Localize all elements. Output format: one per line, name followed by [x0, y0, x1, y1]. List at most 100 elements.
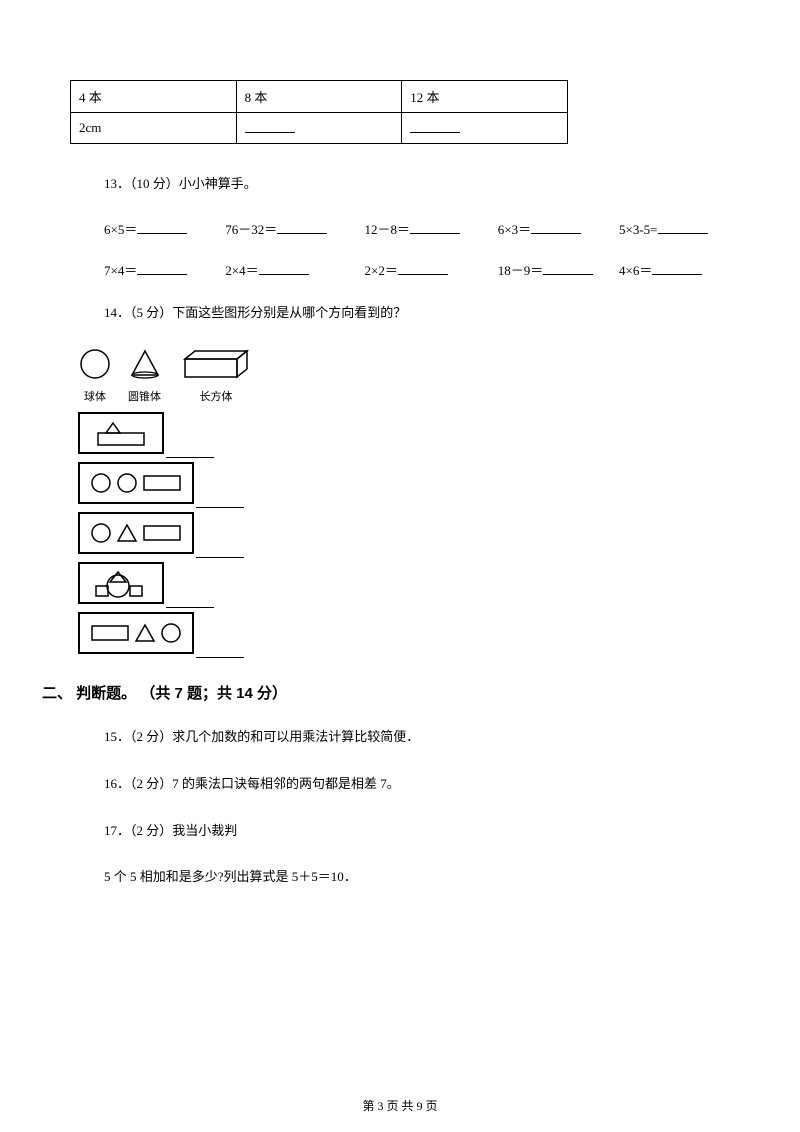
calc-item: 6×3＝ [498, 219, 616, 238]
view-option-5 [78, 612, 730, 654]
data-table: 4 本 8 本 12 本 2cm [70, 80, 568, 144]
cuboid-unit: 长方体 [177, 347, 255, 404]
blank-line [531, 222, 581, 234]
blank-line [259, 263, 309, 275]
table-cell: 2cm [71, 113, 237, 144]
triangle-icon [116, 522, 138, 544]
calc-expr: 6×5＝ [104, 222, 137, 237]
q-num: 13． [104, 176, 130, 191]
calc-expr: 5×3-5= [619, 222, 658, 237]
blank-line [137, 222, 187, 234]
blank-line [196, 546, 244, 558]
solids-row: 球体 圆锥体 长方体 [78, 347, 730, 404]
calc-item: 76－32＝ [225, 219, 361, 238]
calc-expr: 76－32＝ [225, 222, 277, 237]
view-box [78, 412, 164, 454]
calc-item: 5×3-5= [619, 222, 708, 238]
question-14-title: 14．（5 分）下面这些图形分别是从哪个方向看到的？ [104, 301, 730, 326]
blank-line [398, 263, 448, 275]
calc-expr: 18－9＝ [498, 263, 544, 278]
q-title: 小小神算手。 [179, 176, 257, 191]
blank-line [658, 222, 708, 234]
blank-line [543, 263, 593, 275]
q-pts: （5 分） [130, 305, 172, 320]
view-box [78, 612, 194, 654]
overlap-shapes-icon [90, 568, 152, 598]
rect-icon [142, 522, 182, 544]
question-16: 16．（2 分）7 的乘法口诀每相邻的两句都是相差 7。 [104, 772, 730, 797]
q-text: 7 的乘法口诀每相邻的两句都是相差 7。 [172, 776, 400, 791]
view-box [78, 562, 164, 604]
calc-expr: 7×4＝ [104, 263, 137, 278]
q-num: 16． [104, 776, 130, 791]
q-pts: （10 分） [130, 176, 179, 191]
calc-expr: 2×2＝ [365, 263, 398, 278]
table-cell: 12 本 [402, 81, 568, 113]
q-pts: （2 分） [130, 776, 172, 791]
table-cell: 4 本 [71, 81, 237, 113]
blank-line [166, 446, 214, 458]
calc-item: 18－9＝ [498, 260, 616, 279]
calc-item: 12－8＝ [365, 219, 495, 238]
rect-icon [142, 472, 182, 494]
question-13-title: 13．（10 分）小小神算手。 [104, 172, 730, 197]
cone-unit: 圆锥体 [128, 347, 162, 404]
circle-icon [116, 472, 138, 494]
table-row: 2cm [71, 113, 568, 144]
sphere-unit: 球体 [78, 347, 112, 404]
calc-expr: 2×4＝ [225, 263, 258, 278]
q-pts: （2 分） [130, 729, 172, 744]
calc-item: 7×4＝ [104, 260, 222, 279]
calc-item: 4×6＝ [619, 260, 702, 279]
triangle-icon [134, 622, 156, 644]
cuboid-icon [177, 347, 255, 381]
calc-expr: 12－8＝ [365, 222, 411, 237]
calc-expr: 6×3＝ [498, 222, 531, 237]
blank-line [410, 222, 460, 234]
calc-expr: 4×6＝ [619, 263, 652, 278]
blank-line [410, 119, 460, 133]
q-num: 15． [104, 729, 130, 744]
page-footer: 第 3 页 共 9 页 [0, 1097, 800, 1114]
view-box [78, 512, 194, 554]
cuboid-label: 长方体 [177, 388, 255, 404]
blank-line [277, 222, 327, 234]
calc-item: 2×4＝ [225, 260, 361, 279]
q-title: 下面这些图形分别是从哪个方向看到的？ [172, 305, 406, 320]
question-15: 15．（2 分）求几个加数的和可以用乘法计算比较简便． [104, 725, 730, 750]
table-cell [236, 113, 402, 144]
blank-line [652, 263, 702, 275]
calc-row-1: 6×5＝ 76－32＝ 12－8＝ 6×3＝ 5×3-5= [104, 219, 730, 238]
section-2-heading: 二、 判断题。 （共 7 题；共 14 分） [42, 682, 730, 703]
cone-label: 圆锥体 [128, 388, 162, 404]
blank-line [166, 596, 214, 608]
rect-icon [90, 622, 130, 644]
view-box [78, 462, 194, 504]
q-num: 14． [104, 305, 130, 320]
blank-line [196, 646, 244, 658]
q-text: 我当小裁判 [172, 823, 237, 838]
circle-icon [160, 622, 182, 644]
view-option-4 [78, 562, 730, 604]
view-option-2 [78, 462, 730, 504]
q-text: 求几个加数的和可以用乘法计算比较简便． [172, 729, 419, 744]
cone-icon [128, 347, 162, 381]
calc-row-2: 7×4＝ 2×4＝ 2×2＝ 18－9＝ 4×6＝ [104, 260, 730, 279]
table-cell [402, 113, 568, 144]
circle-icon [90, 522, 112, 544]
q-num: 17． [104, 823, 130, 838]
view-shapes-icon [90, 419, 152, 447]
calc-item: 2×2＝ [365, 260, 495, 279]
question-17-sub: 5 个 5 相加和是多少?列出算式是 5＋5＝10． [104, 865, 730, 890]
table-cell: 8 本 [236, 81, 402, 113]
view-option-1 [78, 412, 730, 454]
calc-item: 6×5＝ [104, 219, 222, 238]
sphere-label: 球体 [78, 388, 112, 404]
blank-line [245, 119, 295, 133]
blank-line [137, 263, 187, 275]
table-row: 4 本 8 本 12 本 [71, 81, 568, 113]
question-17: 17．（2 分）我当小裁判 [104, 819, 730, 844]
blank-line [196, 496, 244, 508]
view-option-3 [78, 512, 730, 554]
circle-icon [90, 472, 112, 494]
